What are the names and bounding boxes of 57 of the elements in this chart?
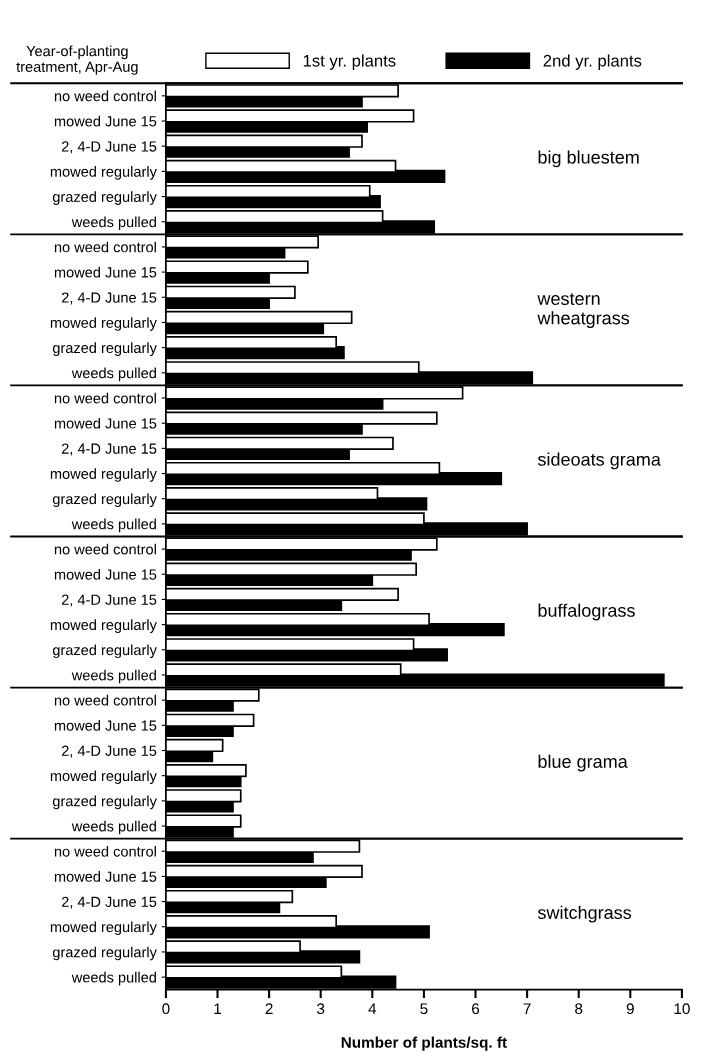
- y-tick-label: weeds pulled: [71, 669, 156, 684]
- y-tick-label: mowed June 15: [54, 871, 157, 882]
- y-tick-label: mowed regularly: [50, 468, 157, 482]
- y-tick-label: no weed control: [54, 392, 156, 404]
- y-tick-label: mowed June 15: [54, 417, 157, 429]
- y-tick-label: mowed regularly: [50, 921, 157, 936]
- annotation: switchgrass: [537, 905, 632, 923]
- legend-label: 2nd yr. plants: [543, 54, 642, 70]
- annotation: big bluestem: [538, 150, 639, 168]
- y-tick-label: 2, 4-D June 15: [61, 292, 157, 305]
- y-tick-label: 2, 4-D June 15: [61, 594, 157, 607]
- y-tick-label: mowed regularly: [50, 770, 157, 784]
- annotation: sideoats grama: [537, 452, 661, 470]
- x-tick-label: 1: [214, 1003, 222, 1014]
- annotation: western wheatgrass: [537, 293, 630, 329]
- y-tick-label: grazed regularly: [52, 493, 157, 508]
- y-tick-label: 2, 4-D June 15: [61, 141, 157, 154]
- y-tick-label: 2, 4-D June 15: [61, 443, 157, 456]
- y-tick-label: no weed control: [54, 543, 156, 555]
- x-tick-label: 4: [368, 1003, 377, 1014]
- x-tick-label: 9: [626, 1003, 634, 1015]
- y-tick-label: weeds pulled: [71, 820, 156, 835]
- y-tick-label: mowed June 15: [54, 115, 157, 127]
- y-tick-label: mowed June 15: [54, 266, 157, 278]
- y-tick-label: weeds pulled: [71, 971, 156, 986]
- y-tick-label: mowed June 15: [54, 568, 157, 580]
- y-tick-label: no weed control: [54, 241, 156, 253]
- y-tick-label: no weed control: [54, 694, 156, 706]
- x-tick-label: 8: [575, 1003, 583, 1015]
- x-axis-title: Number of plants/sq. ft: [341, 1036, 507, 1051]
- annotation: buffalograss: [538, 603, 635, 621]
- x-tick-label: 0: [162, 1003, 170, 1015]
- y-tick-label: grazed regularly: [52, 342, 157, 356]
- x-tick-label: 6: [472, 1003, 480, 1015]
- y-tick-label: 2, 4-D June 15: [61, 896, 157, 909]
- y-tick-label: mowed June 15: [54, 720, 157, 731]
- y-tick-label: mowed regularly: [50, 619, 157, 633]
- legend-label: 1st yr. plants: [303, 54, 396, 70]
- y-tick-label: grazed regularly: [52, 946, 157, 961]
- y-tick-label: no weed control: [54, 845, 156, 857]
- y-tick-label: grazed regularly: [52, 795, 157, 810]
- y-tick-label: grazed regularly: [52, 191, 157, 205]
- y-tick-label: weeds pulled: [71, 518, 156, 533]
- annotation: blue grama: [538, 754, 628, 772]
- y-tick-label: mowed regularly: [50, 317, 157, 331]
- x-tick-label: 10: [674, 1003, 690, 1015]
- x-tick-label: 2: [265, 1003, 273, 1014]
- x-tick-label: 7: [523, 1003, 531, 1014]
- y-tick-label: no weed control: [54, 90, 156, 102]
- y-tick-label: grazed regularly: [52, 644, 157, 659]
- y-tick-label: weeds pulled: [71, 367, 156, 382]
- text: Year-of-planting treatment, Apr-Aug: [16, 45, 138, 75]
- x-tick-label: 5: [420, 1003, 428, 1015]
- y-tick-label: 2, 4-D June 15: [61, 745, 157, 758]
- x-tick-label: 3: [317, 1003, 325, 1015]
- y-tick-label: weeds pulled: [71, 216, 156, 231]
- y-tick-label: mowed regularly: [50, 166, 157, 180]
